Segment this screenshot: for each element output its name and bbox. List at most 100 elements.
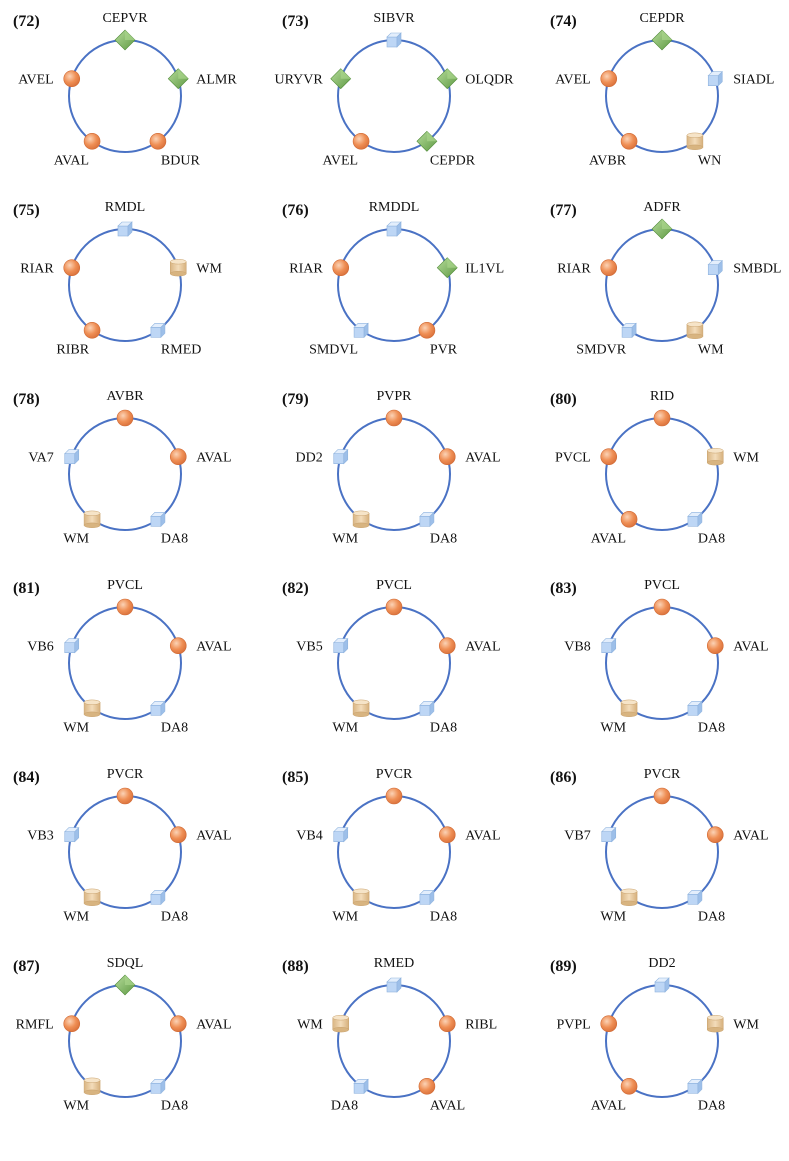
node-label: PVCR [644,767,681,782]
node-label: URYVR [275,73,324,88]
motif-id: (75) [13,202,40,219]
cube-node [601,637,617,654]
node-label: RID [650,389,674,404]
circle-node [83,322,101,339]
cube-node [419,511,435,528]
circle-node [116,409,134,427]
node-label: DA8 [430,531,457,546]
diamond-node [114,29,136,51]
motif-ring [337,228,451,342]
circle-node [385,598,403,616]
motif-id: (80) [550,391,577,408]
node-label: PVPL [557,1018,591,1033]
motif-id: (78) [13,391,40,408]
circle-node [63,1015,81,1032]
node-label: VB3 [27,829,53,844]
cylinder-node [83,699,101,717]
motif-78: (78) AVBR AVAL DA8 WM VA7 [13,389,232,546]
node-label: SMDVL [309,342,358,357]
circle-node [116,598,134,616]
cube-node [707,70,723,87]
cube-node [333,448,349,465]
node-label: SMBDL [733,262,781,277]
node-label: AVAL [465,451,500,466]
cube-node [601,826,617,843]
node-label: ADFR [643,200,681,215]
circle-node [620,1078,638,1095]
circle-node [438,826,456,843]
cylinder-node [707,1015,724,1033]
node-label: AVAL [196,829,231,844]
node-label: CEPDR [430,153,476,168]
circle-node [169,448,187,465]
node-label: WM [63,720,89,735]
node-label: DD2 [648,956,675,971]
motif-73: (73) SIBVR OLQDR CEPDR AVEL URYVR [275,11,515,168]
motif-id: (72) [13,13,40,30]
circle-node [620,511,638,528]
motif-ring [68,39,182,153]
node-label: WM [63,531,89,546]
cube-node [64,637,80,654]
node-label: SDQL [107,956,144,971]
diamond-node [651,218,673,240]
motif-79: (79) PVPR AVAL DA8 WM DD2 [282,389,501,546]
motif-id: (87) [13,958,40,975]
node-label: VB4 [296,829,322,844]
cube-node [386,32,402,48]
cube-node [687,889,703,906]
circle-node [706,637,724,654]
node-label: ALMR [196,73,237,88]
motif-82: (82) PVCL AVAL DA8 WM VB5 [282,578,501,735]
node-label: WM [733,451,759,466]
motif-89: (89) DD2 WM DA8 AVAL PVPL [550,956,759,1113]
cube-node [386,221,402,237]
cube-node [687,700,703,717]
node-label: RIAR [289,262,323,277]
node-label: PVR [430,342,458,357]
cube-node [654,977,670,993]
cube-node [333,826,349,843]
node-label: WM [297,1018,323,1033]
circle-node [169,826,187,843]
cube-node [687,1078,703,1095]
motif-85: (85) PVCR AVAL DA8 WM VB4 [282,767,501,924]
node-label: OLQDR [465,73,514,88]
motif-id: (84) [13,769,40,786]
node-label: PVCR [107,767,144,782]
circle-node [653,598,671,616]
cube-node [64,448,80,465]
node-label: PVCL [555,451,591,466]
diamond-node [436,68,458,90]
cylinder-node [686,321,704,339]
motif-id: (77) [550,202,577,219]
node-label: WM [733,1018,759,1033]
node-label: PVCR [376,767,413,782]
diamond-node [167,68,189,90]
motif-84: (84) PVCR AVAL DA8 WM VB3 [13,767,232,924]
circle-node [438,1015,456,1032]
node-label: RMDDL [369,200,420,215]
cylinder-node [83,510,101,528]
motif-76: (76) RMDDL IL1VL PVR SMDVL RIAR [282,200,504,357]
node-label: WM [63,909,89,924]
node-label: VA7 [28,451,53,466]
circle-node [418,1078,436,1095]
node-label: CEPVR [102,11,148,26]
motif-id: (86) [550,769,577,786]
node-label: VB6 [27,640,53,655]
node-label: DA8 [161,1098,188,1113]
circle-node [83,133,101,150]
node-label: VB8 [564,640,590,655]
node-label: PVCL [107,578,143,593]
node-label: AVEL [555,73,591,88]
motif-id: (81) [13,580,40,597]
motif-80: (80) RID WM DA8 AVAL PVCL [550,389,759,546]
cube-node [386,977,402,993]
node-label: AVBR [589,153,627,168]
node-label: AVAL [733,640,768,655]
circle-node [600,259,618,276]
circle-node [116,787,134,805]
node-label: AVAL [430,1098,465,1113]
